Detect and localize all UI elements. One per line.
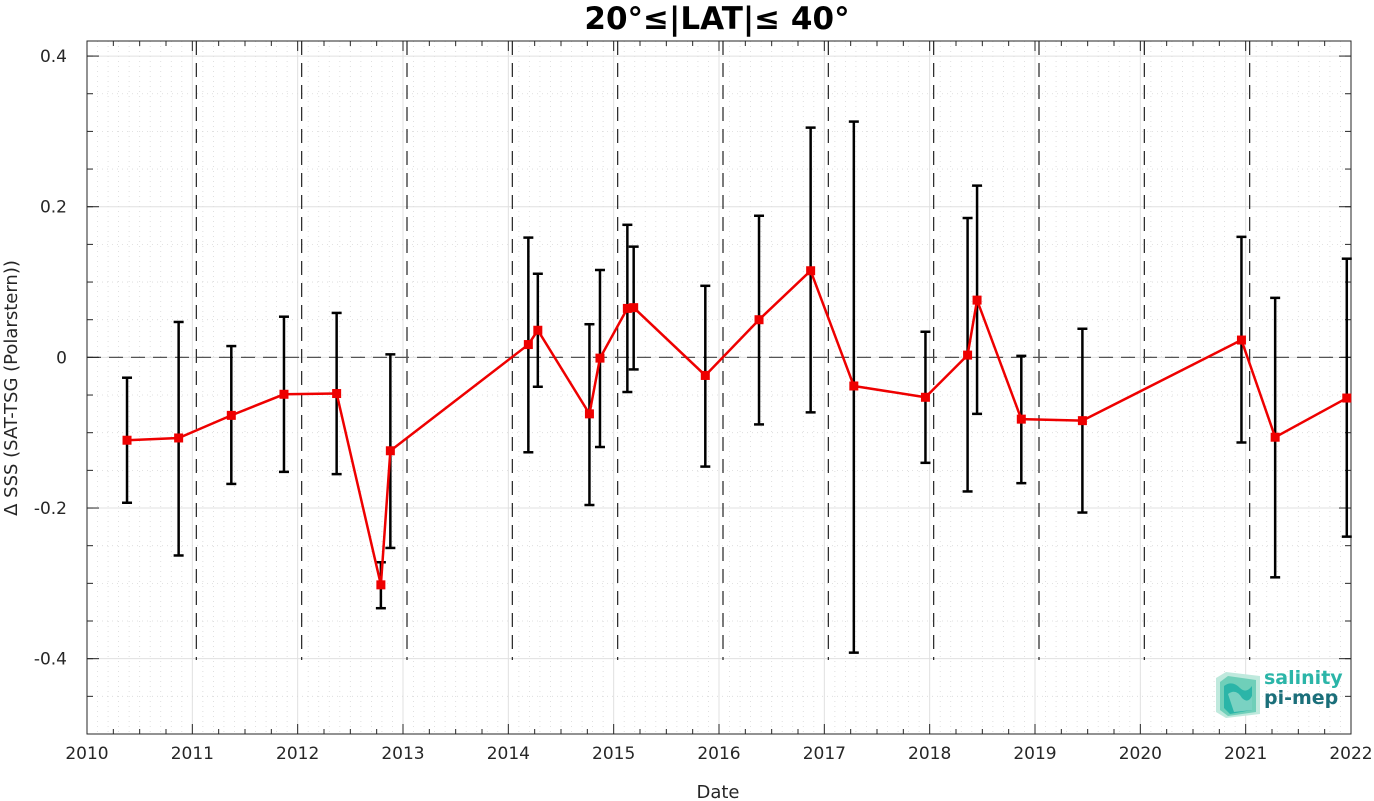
y-axis-label: Δ SSS (SAT-TSG (Polarstern))	[1, 260, 22, 516]
cruise-boundary-lines	[195, 41, 1251, 660]
data-point	[754, 315, 764, 325]
data-point	[584, 409, 594, 419]
data-point	[279, 389, 289, 399]
x-axis-label: Date	[696, 782, 739, 801]
data-point	[523, 340, 533, 350]
data-point	[174, 433, 184, 443]
series-line	[126, 268, 1348, 586]
x-tick-label: 2014	[487, 744, 530, 764]
x-tick-label: 2019	[1013, 744, 1056, 764]
data-point	[1236, 335, 1246, 345]
x-tick-label: 2012	[276, 744, 319, 764]
logo-line1: salinity	[1264, 667, 1343, 689]
data-point	[226, 410, 236, 420]
x-tick-label: 2013	[381, 744, 424, 764]
y-tick-labels: 0.4 0.2 0 -0.2 -0.4	[34, 47, 67, 670]
series-markers	[122, 266, 1352, 590]
logo-line2: pi-mep	[1264, 687, 1339, 709]
y-tick-label: 0.4	[40, 47, 67, 67]
data-point	[595, 353, 605, 363]
data-point	[963, 350, 973, 360]
data-point	[629, 303, 639, 313]
data-point	[1077, 416, 1087, 426]
y-tick-label: 0.2	[40, 198, 67, 218]
data-point	[533, 325, 543, 335]
data-point	[332, 389, 342, 399]
x-tick-label: 2015	[592, 744, 635, 764]
data-point	[1270, 432, 1280, 442]
x-tick-label: 2016	[697, 744, 740, 764]
data-point	[622, 303, 632, 313]
data-point	[806, 266, 816, 276]
data-point	[972, 295, 982, 305]
data-point	[849, 381, 859, 391]
x-tick-label: 2011	[171, 744, 214, 764]
salinity-pi-mep-logo-icon	[1216, 672, 1260, 718]
logo-wordmark: salinity pi-mep	[1264, 668, 1343, 708]
x-tick-labels: 2010 2011 2012 2013 2014 2015 2016 2017 2018 2019…	[65, 744, 1372, 764]
y-tick-label: -0.4	[34, 650, 67, 670]
x-tick-label: 2017	[803, 744, 846, 764]
x-tick-label: 2022	[1329, 744, 1372, 764]
data-point	[385, 446, 395, 456]
data-point	[376, 580, 386, 590]
x-tick-label: 2020	[1119, 744, 1162, 764]
x-tick-label: 2010	[65, 744, 108, 764]
chart-title: 20°≤|LAT|≤ 40°	[584, 1, 849, 37]
x-tick-label: 2021	[1224, 744, 1267, 764]
data-point	[122, 435, 132, 445]
x-tick-label: 2018	[908, 744, 951, 764]
data-point	[920, 392, 930, 402]
data-point	[700, 370, 710, 380]
y-tick-label: -0.2	[34, 499, 67, 519]
data-point	[1342, 393, 1352, 403]
y-tick-label: 0	[56, 348, 67, 368]
grid-layer	[86, 41, 1352, 735]
error-bars	[122, 120, 1352, 654]
data-point	[1016, 414, 1026, 424]
